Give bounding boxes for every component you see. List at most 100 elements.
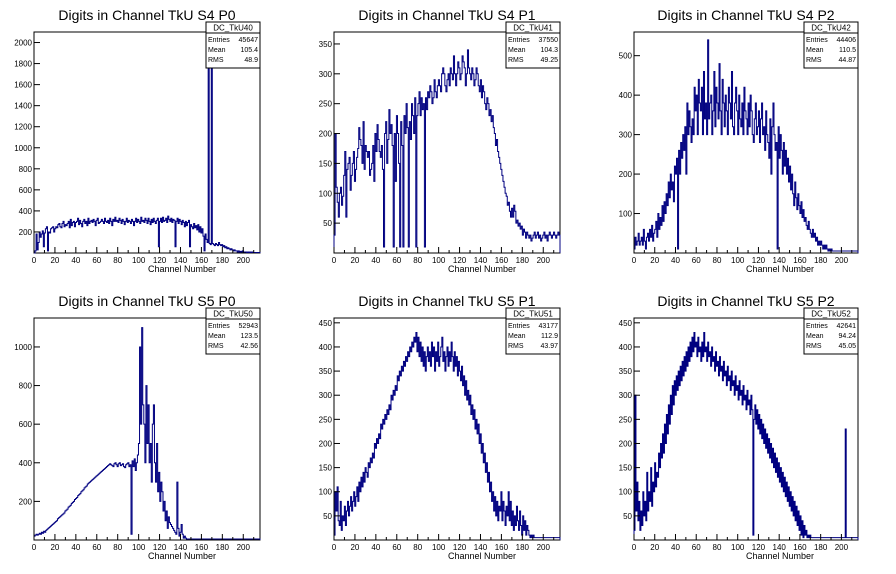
x-tick-label: 60: [692, 543, 701, 552]
y-tick-label: 600: [19, 420, 33, 429]
y-tick-label: 400: [319, 343, 333, 352]
panel-4: Digits in Channel TkU S5 P0 0 20 40 60 80 100 1…: [14, 293, 261, 561]
histogram-series: [633, 39, 859, 253]
x-tick-label: 40: [371, 256, 380, 265]
y-tick-label: 200: [319, 130, 333, 139]
x-tick-label: 60: [92, 543, 101, 552]
stats-mean-value: 123.5: [240, 333, 258, 340]
stats-rms-label: RMS: [806, 343, 822, 350]
stats-entries-label: Entries: [208, 37, 230, 44]
x-tick-label: 40: [671, 543, 680, 552]
y-tick-label: 200: [19, 228, 33, 237]
y-tick-label: 200: [619, 439, 633, 448]
x-tick-label: 20: [50, 256, 59, 265]
y-tick-label: 100: [619, 488, 633, 497]
histogram-series: [34, 47, 261, 254]
x-tick-label: 40: [71, 256, 80, 265]
y-tick-label: 1000: [14, 144, 32, 153]
panel-5: Digits in Channel TkU S5 P1 0 20 40 60 80 100 1…: [319, 293, 561, 561]
x-tick-label: 20: [650, 543, 659, 552]
stats-name: DC_TkU50: [213, 310, 253, 319]
y-tick-label: 1600: [14, 81, 32, 90]
y-tick-label: 300: [619, 391, 633, 400]
stats-box: [205, 307, 261, 355]
x-tick-label: 100: [432, 543, 446, 552]
y-tick-label: 50: [323, 219, 332, 228]
stats-entries-value: 37550: [539, 37, 559, 44]
x-tick-label: 80: [713, 543, 722, 552]
y-tick-label: 250: [619, 415, 633, 424]
x-tick-label: 140: [174, 256, 188, 265]
x-tick-label: 0: [632, 543, 637, 552]
x-tick-label: 100: [731, 256, 745, 265]
x-tick-label: 120: [453, 256, 467, 265]
y-tick-label: 1200: [14, 123, 32, 132]
y-tick-label: 1400: [14, 102, 32, 111]
y-tick-label: 350: [619, 367, 633, 376]
x-tick-label: 120: [752, 543, 766, 552]
y-tick-label: 300: [319, 70, 333, 79]
x-tick-label: 120: [752, 256, 766, 265]
stats-mean-label: Mean: [508, 333, 526, 340]
stats-rms-label: RMS: [208, 57, 224, 64]
panel-2: Digits in Channel TkU S4 P1 0 20 40 60 80 100 1…: [319, 7, 561, 274]
y-tick-label: 50: [623, 512, 632, 521]
x-axis-label: Channel Number: [746, 551, 814, 561]
y-tick-label: 450: [319, 319, 333, 328]
stats-mean-value: 112.9: [541, 333, 558, 340]
stats-mean-value: 105.4: [240, 47, 258, 54]
stats-entries-value: 44406: [837, 37, 857, 44]
plot-frame: [333, 31, 561, 254]
x-tick-label: 0: [332, 543, 337, 552]
y-tick-label: 450: [619, 319, 633, 328]
y-tick-label: 350: [319, 40, 333, 49]
x-tick-label: 40: [671, 256, 680, 265]
y-tick-label: 150: [319, 159, 333, 168]
histogram-series: [633, 331, 859, 540]
x-tick-label: 0: [32, 543, 37, 552]
plot-frame: [33, 317, 261, 541]
y-tick-label: 800: [19, 382, 33, 391]
stats-rms-value: 48.9: [244, 57, 258, 64]
y-tick-label: 150: [319, 464, 333, 473]
x-tick-label: 180: [814, 543, 828, 552]
stats-entries-label: Entries: [806, 37, 828, 44]
stats-rms-label: RMS: [508, 57, 524, 64]
x-tick-label: 140: [773, 543, 787, 552]
x-tick-label: 20: [50, 543, 59, 552]
chart-title: Digits in Channel TkU S5 P2: [657, 293, 834, 309]
x-tick-label: 100: [132, 543, 146, 552]
stats-box: [505, 21, 561, 69]
x-tick-label: 200: [237, 543, 251, 552]
x-tick-label: 80: [413, 256, 422, 265]
x-tick-label: 60: [692, 256, 701, 265]
y-tick-label: 200: [319, 439, 333, 448]
plot-frame: [33, 31, 261, 254]
x-tick-label: 180: [814, 256, 828, 265]
panel-1: Digits in Channel TkU S4 P0 0 20 40 60 80 100 1…: [14, 7, 261, 274]
x-tick-label: 200: [835, 256, 849, 265]
x-tick-label: 200: [537, 256, 551, 265]
y-tick-label: 400: [19, 459, 33, 468]
x-tick-label: 160: [195, 543, 209, 552]
y-tick-label: 300: [619, 131, 633, 140]
x-tick-label: 120: [453, 543, 467, 552]
y-tick-label: 1800: [14, 60, 32, 69]
stats-name: DC_TkU51: [513, 310, 553, 319]
y-tick-label: 100: [319, 488, 333, 497]
stats-entries-label: Entries: [806, 323, 828, 330]
stats-box: [803, 21, 859, 69]
x-tick-label: 180: [216, 543, 230, 552]
x-tick-label: 160: [793, 256, 807, 265]
stats-mean-label: Mean: [208, 47, 226, 54]
x-tick-label: 180: [516, 543, 530, 552]
x-tick-label: 160: [195, 256, 209, 265]
x-tick-label: 140: [474, 543, 488, 552]
x-tick-label: 160: [495, 256, 509, 265]
x-tick-label: 100: [432, 256, 446, 265]
y-tick-label: 800: [19, 165, 33, 174]
y-tick-label: 100: [619, 210, 633, 219]
chart-title: Digits in Channel TkU S5 P1: [358, 293, 535, 309]
x-tick-label: 100: [132, 256, 146, 265]
y-tick-label: 300: [319, 391, 333, 400]
